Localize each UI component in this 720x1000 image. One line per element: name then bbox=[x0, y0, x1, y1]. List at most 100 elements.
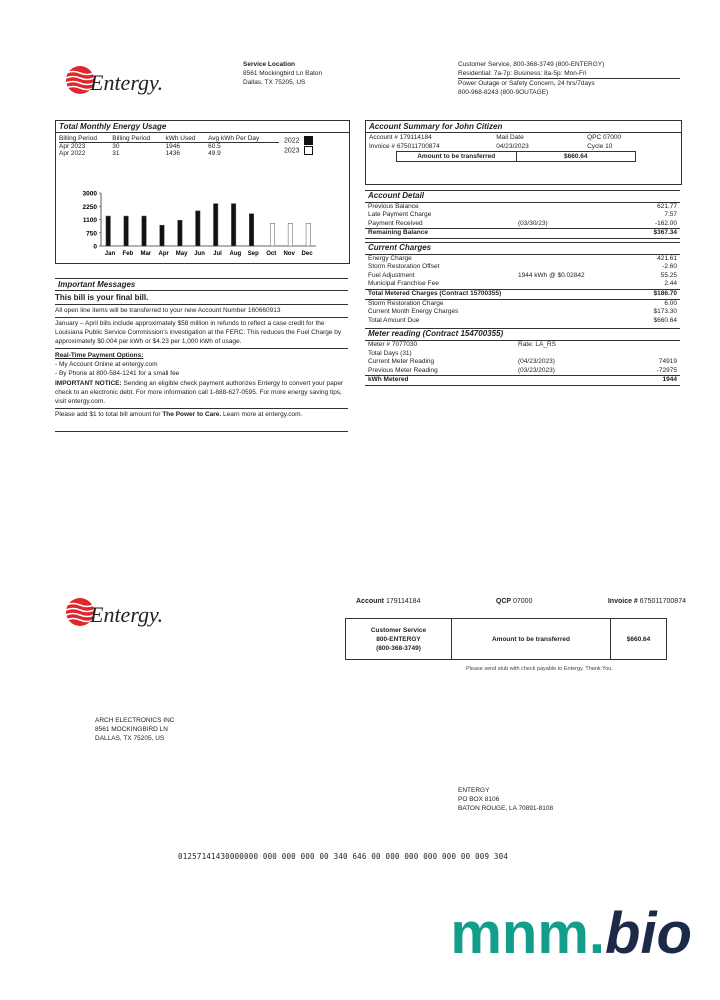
legend-label: 2023 bbox=[284, 147, 300, 155]
y-tick-label: 1100 bbox=[83, 217, 97, 224]
summary-cell: Account # 179114184 bbox=[369, 134, 432, 141]
bar bbox=[195, 210, 201, 247]
stub-field: Invoice # 675011700874 bbox=[608, 598, 686, 605]
legend-swatch bbox=[303, 146, 313, 156]
usage-column-header: Billing Period bbox=[112, 135, 166, 143]
transfer-label: Amount to be transferred bbox=[397, 152, 517, 161]
usage-cell: Apr 2022 bbox=[59, 150, 86, 157]
message-paragraph: January – April bills include approximat… bbox=[55, 318, 348, 349]
logo: Entergy. bbox=[64, 596, 163, 628]
watermark-brand: mnm. bbox=[450, 901, 606, 966]
row-label: Payment Received bbox=[368, 219, 423, 227]
usage-row: Apr 2023 30 1946 60.5 bbox=[59, 143, 279, 151]
row-note bbox=[518, 203, 617, 212]
notice-text: Sending an eligible check payment author… bbox=[55, 380, 344, 405]
stub-header: Account 179114184 QCP 07000 Invoice # 6750… bbox=[356, 598, 686, 605]
x-tick-label: Jan bbox=[105, 251, 116, 257]
bar bbox=[305, 223, 311, 247]
detail-row: Previous Meter Reading (03/23/2023) -72975 bbox=[365, 367, 680, 376]
row-note bbox=[518, 255, 617, 264]
summary-row: Invoice # 675011700874 04/23/2023 Cycle 10 bbox=[366, 142, 681, 151]
detail-row: Storm Restoration Offset -2.60 bbox=[365, 263, 680, 272]
usage-cell: 49.9 bbox=[208, 150, 221, 157]
logo: Entergy. bbox=[64, 64, 163, 96]
stub-cs: Customer Service 800-ENTERGY (800-368-3749… bbox=[346, 619, 452, 659]
stub-field-value: 675011700874 bbox=[639, 598, 686, 605]
row-note: 1944 kWh @ $0.02842 bbox=[518, 271, 585, 279]
bar bbox=[123, 215, 129, 247]
row-note bbox=[518, 263, 617, 272]
x-tick-label: Dec bbox=[302, 251, 314, 257]
bar bbox=[141, 215, 147, 247]
remit-address: ENTERGY PO BOX 8106 BATON ROUGE, LA 70891-… bbox=[458, 786, 553, 813]
row-label: Remaining Balance bbox=[368, 229, 428, 237]
x-tick-label: Sep bbox=[248, 251, 259, 257]
y-tick-label: 2250 bbox=[83, 204, 98, 211]
y-tick-label: 0 bbox=[93, 244, 97, 251]
logo-stripe bbox=[65, 70, 95, 76]
detail-row: Total Days (31) bbox=[365, 350, 680, 359]
stub-transfer: Amount to be transferred bbox=[452, 619, 611, 659]
row-amount: 621.77 bbox=[657, 202, 677, 210]
row-amount: -72975 bbox=[656, 366, 677, 374]
stub-field-label: Invoice # bbox=[607, 598, 638, 605]
row-label: Fuel Adjustment bbox=[368, 271, 415, 279]
row-note bbox=[518, 280, 617, 289]
logo-text: Entergy. bbox=[90, 602, 164, 627]
bar bbox=[159, 224, 165, 247]
row-amount: 7.57 bbox=[664, 211, 677, 219]
messages: Important Messages This bill is your fina… bbox=[55, 278, 348, 432]
summary-cell: Invoice # 675011700874 bbox=[369, 143, 440, 150]
logo-stripe bbox=[65, 612, 95, 618]
summary-row: Account # 179114184 Mail Date QPC 07000 bbox=[366, 133, 681, 142]
logo-mark bbox=[65, 598, 95, 626]
service-location: Service Location 8561 Mockingbird Ln Bato… bbox=[243, 60, 322, 87]
detail-row: Remaining Balance $367.34 bbox=[365, 228, 680, 239]
summary-cell: Cycle 10 bbox=[587, 143, 613, 150]
row-label: Storm Restoration Offset bbox=[368, 263, 440, 271]
address-line: ARCH ELECTRONICS INC bbox=[95, 717, 175, 724]
row-amount: 2.44 bbox=[664, 280, 677, 288]
summary-title: Account Summary for John Citizen bbox=[366, 121, 681, 133]
stub-cs-line: (800-368-3749) bbox=[376, 644, 421, 652]
x-tick-label: Aug bbox=[230, 251, 242, 257]
summary-cell: Mail Date bbox=[496, 134, 524, 141]
usage-table: Billing Period Billing Period kWh Used Avg … bbox=[59, 135, 279, 157]
payment-options: Real-Time Payment Options: - My Account O… bbox=[55, 349, 348, 378]
notice-lead: IMPORTANT NOTICE: bbox=[55, 380, 122, 387]
row-label: Previous Balance bbox=[368, 202, 419, 210]
x-tick-label: Jun bbox=[194, 251, 205, 257]
row-label: Late Payment Charge bbox=[368, 211, 432, 219]
logo-mark bbox=[65, 66, 95, 94]
row-amount: 421.61 bbox=[657, 254, 677, 262]
row-note bbox=[518, 229, 617, 238]
stub-field-label: Account bbox=[356, 598, 384, 605]
usage-column-header: Billing Period bbox=[59, 135, 113, 143]
row-note bbox=[518, 300, 617, 309]
logo-stripe bbox=[65, 617, 95, 623]
address-line: ENTERGY bbox=[458, 787, 490, 794]
transfer-box: Amount to be transferred $660.64 bbox=[396, 151, 636, 162]
usage-title: Total Monthly Energy Usage bbox=[56, 121, 349, 133]
stub-transfer-label: Amount to be transferred bbox=[491, 635, 570, 643]
detail-row: Current Meter Reading (04/23/2023) 74919 bbox=[365, 358, 680, 367]
detail-section: Meter reading (Contract 154700355) Meter … bbox=[365, 328, 680, 386]
row-label: Storm Restoration Charge bbox=[368, 299, 444, 307]
usage-cell: Apr 2023 bbox=[59, 143, 86, 150]
row-label: Previous Meter Reading bbox=[368, 366, 438, 374]
stub-cs-line: Customer Service bbox=[370, 626, 427, 634]
stub-field: Account 179114184 bbox=[356, 598, 420, 605]
logo-stripe bbox=[65, 80, 95, 86]
detail-row: Current Month Energy Charges $173.30 bbox=[365, 308, 680, 317]
row-amount: 55.25 bbox=[660, 271, 677, 279]
legend-entry: 2022 bbox=[284, 136, 313, 146]
address-line: PO BOX 8106 bbox=[458, 796, 500, 803]
detail-row: Energy Charge 421.61 bbox=[365, 255, 680, 264]
closing-tail: Learn more at entergy.com. bbox=[223, 411, 303, 418]
bar bbox=[105, 215, 111, 247]
usage-box: Total Monthly Energy Usage Billing Period… bbox=[55, 120, 350, 264]
section-title: Current Charges bbox=[365, 242, 680, 255]
detail-row: Municipal Franchise Fee 2.44 bbox=[365, 280, 680, 289]
stub-amount-cell: $660.64 bbox=[611, 619, 666, 659]
detail-row: Total Amount Due $660.64 bbox=[365, 317, 680, 326]
